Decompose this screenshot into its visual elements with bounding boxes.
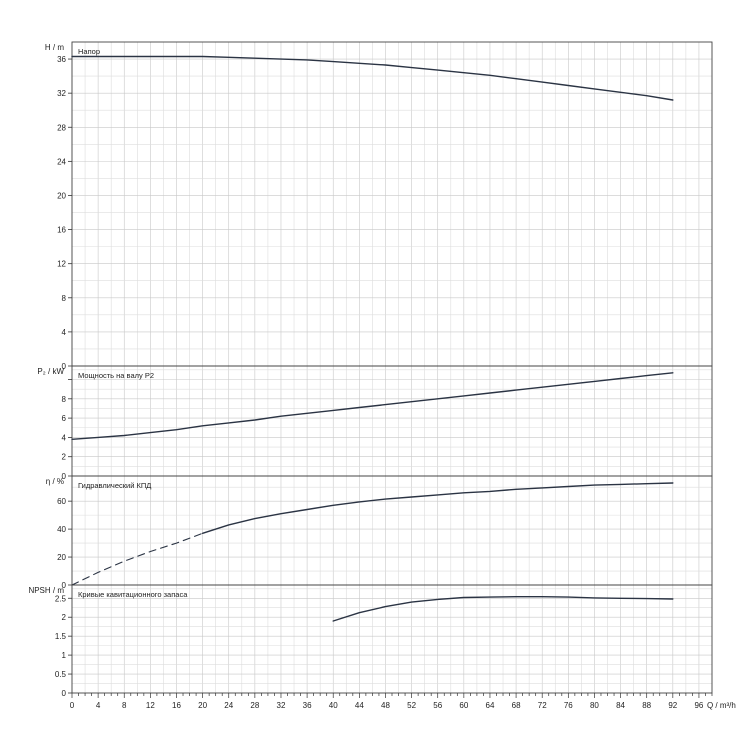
y-axis-label: η / % [46, 477, 64, 486]
x-tick-label: 12 [146, 701, 155, 710]
y-tick-label: 40 [57, 525, 66, 534]
y-tick-label: 4 [62, 433, 67, 442]
x-tick-label: 88 [642, 701, 651, 710]
series-line-head-0 [71, 55, 674, 101]
y-tick-label: 8 [62, 395, 67, 404]
x-tick-label: 68 [512, 701, 521, 710]
x-tick-label: 92 [668, 701, 677, 710]
y-tick-label: 16 [57, 226, 66, 235]
y-tick-label: 1 [62, 651, 67, 660]
series-line-power-0 [71, 372, 674, 440]
x-tick-label: 44 [355, 701, 364, 710]
x-axis: 0 4 8 12 16 20 24 28 32 36 40 44 48 52 56 60 64 68 72 76 80 8… [70, 693, 736, 710]
series-line-efficiency-1 [201, 482, 674, 534]
y-tick-label: 28 [57, 123, 66, 132]
series-line-npsh-0 [332, 596, 674, 622]
y-tick-label: 0 [62, 689, 67, 698]
x-tick-label: 52 [407, 701, 416, 710]
panel-head: 0 4 8 12 16 20 24 28 32 36 H / m Напор [45, 41, 713, 371]
x-tick-label: 76 [564, 701, 573, 710]
x-tick-label: 32 [277, 701, 286, 710]
y-tick-label: 24 [57, 157, 66, 166]
x-tick-label: 16 [172, 701, 181, 710]
y-tick-label: 1.5 [55, 632, 67, 641]
y-tick-label: 8 [62, 294, 67, 303]
x-tick-label: 28 [250, 701, 259, 710]
x-tick-label: 64 [486, 701, 495, 710]
y-tick-label: 0.5 [55, 670, 67, 679]
y-tick-label: 20 [57, 553, 66, 562]
y-tick-label: 2 [62, 613, 67, 622]
y-tick-label: 2 [62, 453, 67, 462]
y-tick-label: 12 [57, 260, 66, 269]
y-tick-label: 0 [62, 362, 67, 371]
series-line-efficiency-0 [71, 532, 204, 586]
panel-title: Гидравлический КПД [78, 481, 151, 490]
x-tick-label: 4 [96, 701, 101, 710]
x-tick-label: 20 [198, 701, 207, 710]
y-axis-label: NPSH / m [28, 586, 64, 595]
y-axis-label: P₂ / kW [37, 367, 64, 376]
panel-title: Напор [78, 47, 100, 56]
x-tick-label: 0 [70, 701, 75, 710]
y-axis-label: H / m [45, 43, 64, 52]
y-tick-label: 0 [62, 581, 67, 590]
x-tick-label: 36 [303, 701, 312, 710]
panel-title: Кривые кавитационного запаса [78, 590, 188, 599]
panel-efficiency: 0 20 40 60 η / % Гидравлический КПД [46, 475, 713, 590]
x-tick-label: 80 [590, 701, 599, 710]
x-gridlines [71, 42, 713, 693]
y-tick-label: 2.5 [55, 594, 67, 603]
panel-title: Мощность на валу P2 [78, 371, 154, 380]
x-tick-label: 24 [224, 701, 233, 710]
y-tick-label: 36 [57, 55, 66, 64]
x-tick-label: 84 [616, 701, 625, 710]
y-tick-label: 20 [57, 191, 66, 200]
panel-frame [71, 584, 713, 694]
x-tick-label: 60 [459, 701, 468, 710]
x-tick-label: 40 [329, 701, 338, 710]
y-tick-label: 0 [62, 472, 67, 481]
x-tick-label: 56 [433, 701, 442, 710]
x-tick-label: 72 [538, 701, 547, 710]
x-axis-label: Q / m³/h [707, 701, 736, 710]
y-tick-label: 60 [57, 497, 66, 506]
panel-frame [71, 365, 713, 477]
x-tick-label: 48 [381, 701, 390, 710]
panel-frame [71, 41, 713, 367]
y-tick-label: 6 [62, 414, 67, 423]
x-tick-label: 96 [694, 701, 703, 710]
x-tick-label: 8 [122, 701, 127, 710]
y-tick-label: 4 [62, 328, 67, 337]
panel-frame [71, 475, 713, 586]
y-tick-label: 32 [57, 89, 66, 98]
panel-power: 0 2 4 6 8 P₂ / kW Мощность на валу P2 [37, 365, 713, 481]
